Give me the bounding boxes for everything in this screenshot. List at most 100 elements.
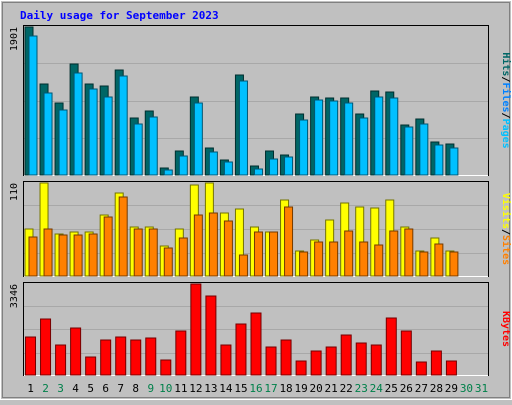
bar-sites-day-4 bbox=[73, 234, 83, 277]
x-tick-label-day-13: 13 bbox=[204, 382, 217, 395]
x-axis-day-labels: 1 2 3 4 5 6 7 8 9 10 11 12 13 14 15 16 17 18 19 20 21 22 23 24 2… bbox=[27, 382, 488, 395]
bar-kbytes-day-16 bbox=[250, 312, 262, 376]
panel-legend-label: Visits/Sites bbox=[500, 193, 512, 265]
bar-sites-day-5 bbox=[88, 233, 98, 277]
bar-sites-day-3 bbox=[58, 234, 68, 277]
bar-files-day-6 bbox=[103, 96, 113, 176]
legend-sites: Sites bbox=[500, 235, 512, 265]
bar-sites-day-21 bbox=[329, 241, 339, 277]
x-tick-label-day-2: 2 bbox=[42, 382, 49, 395]
x-tick-label-day-1: 1 bbox=[27, 382, 34, 395]
legend-visits: Visits bbox=[500, 193, 512, 229]
x-tick-label-day-31: 31 bbox=[475, 382, 488, 395]
x-tick-label-day-19: 19 bbox=[294, 382, 307, 395]
bar-kbytes-day-11 bbox=[175, 330, 187, 376]
bar-files-day-23 bbox=[359, 117, 369, 176]
x-tick-label-day-5: 5 bbox=[87, 382, 94, 395]
bar-sites-day-20 bbox=[314, 241, 324, 277]
bar-kbytes-day-13 bbox=[205, 295, 217, 376]
bar-files-day-16 bbox=[253, 168, 263, 176]
bar-kbytes-day-28 bbox=[430, 350, 442, 376]
bar-files-day-2 bbox=[43, 92, 53, 176]
x-tick-label-day-14: 14 bbox=[219, 382, 233, 395]
legend-separator: / bbox=[500, 229, 511, 235]
bar-kbytes-day-3 bbox=[55, 344, 67, 376]
legend-files: Files bbox=[500, 82, 512, 112]
x-tick-label-day-6: 6 bbox=[102, 382, 109, 395]
chart-title: Daily usage for September 2023 bbox=[20, 9, 219, 22]
bar-files-day-20 bbox=[314, 99, 324, 176]
x-tick-label-day-18: 18 bbox=[279, 382, 292, 395]
bar-files-day-12 bbox=[193, 102, 203, 176]
bar-kbytes-day-5 bbox=[85, 356, 97, 376]
x-tick-label-day-23: 23 bbox=[355, 382, 368, 395]
bar-kbytes-day-14 bbox=[220, 344, 232, 376]
bar-files-day-13 bbox=[208, 151, 218, 176]
bar-files-day-9 bbox=[148, 116, 158, 176]
bar-kbytes-day-7 bbox=[115, 336, 127, 376]
bar-kbytes-day-15 bbox=[235, 323, 247, 376]
series-files bbox=[28, 35, 459, 176]
x-tick-label-day-3: 3 bbox=[57, 382, 64, 395]
bar-files-day-3 bbox=[58, 109, 68, 176]
bar-sites-day-1 bbox=[28, 236, 38, 277]
bar-sites-day-12 bbox=[193, 214, 203, 277]
bar-kbytes-day-23 bbox=[355, 342, 367, 376]
bar-files-day-22 bbox=[344, 102, 354, 176]
bar-sites-day-8 bbox=[133, 228, 143, 277]
bar-sites-day-9 bbox=[148, 228, 158, 277]
bar-files-day-26 bbox=[404, 126, 414, 176]
bar-sites-day-29 bbox=[449, 251, 459, 277]
bar-files-day-21 bbox=[329, 100, 339, 176]
bar-files-day-18 bbox=[284, 156, 294, 176]
bar-kbytes-day-22 bbox=[340, 334, 352, 376]
bar-sites-day-18 bbox=[284, 206, 294, 277]
bar-files-day-5 bbox=[88, 88, 98, 176]
bar-kbytes-day-10 bbox=[160, 359, 172, 376]
bar-sites-day-14 bbox=[223, 220, 233, 277]
bar-kbytes-day-1 bbox=[25, 336, 37, 376]
x-tick-label-day-15: 15 bbox=[234, 382, 247, 395]
bar-sites-day-19 bbox=[299, 251, 309, 277]
x-tick-label-day-9: 9 bbox=[147, 382, 154, 395]
x-tick-label-day-29: 29 bbox=[445, 382, 458, 395]
x-tick-label-day-27: 27 bbox=[415, 382, 428, 395]
bar-kbytes-day-18 bbox=[280, 339, 292, 376]
bar-kbytes-day-2 bbox=[40, 318, 52, 376]
bar-sites-day-7 bbox=[118, 196, 128, 277]
bar-sites-day-16 bbox=[253, 231, 263, 277]
bar-files-day-29 bbox=[449, 147, 459, 176]
bar-sites-day-28 bbox=[434, 243, 444, 277]
legend-pages: Pages bbox=[500, 119, 511, 149]
bar-kbytes-day-25 bbox=[385, 317, 397, 376]
x-tick-label-day-17: 17 bbox=[264, 382, 277, 395]
bar-sites-day-2 bbox=[43, 228, 53, 277]
bar-sites-day-22 bbox=[344, 230, 354, 277]
bar-files-day-25 bbox=[389, 97, 399, 176]
x-tick-label-day-21: 21 bbox=[325, 382, 338, 395]
x-tick-label-day-12: 12 bbox=[189, 382, 202, 395]
bar-files-day-27 bbox=[419, 123, 429, 176]
x-tick-label-day-20: 20 bbox=[310, 382, 323, 395]
bar-sites-day-23 bbox=[359, 241, 369, 277]
outer-border-dark bbox=[2, 2, 510, 398]
x-tick-label-day-26: 26 bbox=[400, 382, 413, 395]
x-tick-label-day-8: 8 bbox=[132, 382, 139, 395]
legend-kbytes: KBytes bbox=[500, 311, 511, 347]
bar-kbytes-day-20 bbox=[310, 350, 322, 376]
bar-files-day-24 bbox=[374, 96, 384, 176]
bar-sites-day-17 bbox=[269, 231, 279, 277]
bar-files-day-8 bbox=[133, 123, 143, 176]
bar-files-day-10 bbox=[163, 169, 173, 176]
bar-sites-day-11 bbox=[178, 237, 188, 277]
bar-files-day-4 bbox=[73, 72, 83, 176]
legend-separator: / bbox=[500, 76, 511, 82]
panel-max-label: 3346 bbox=[9, 284, 20, 308]
chart-panels: 1901Hits/Files/Pages110Visits/Sites3346K… bbox=[9, 25, 512, 376]
bar-sites-day-13 bbox=[208, 212, 218, 277]
bar-sites-day-27 bbox=[419, 251, 429, 277]
x-tick-label-day-25: 25 bbox=[385, 382, 398, 395]
